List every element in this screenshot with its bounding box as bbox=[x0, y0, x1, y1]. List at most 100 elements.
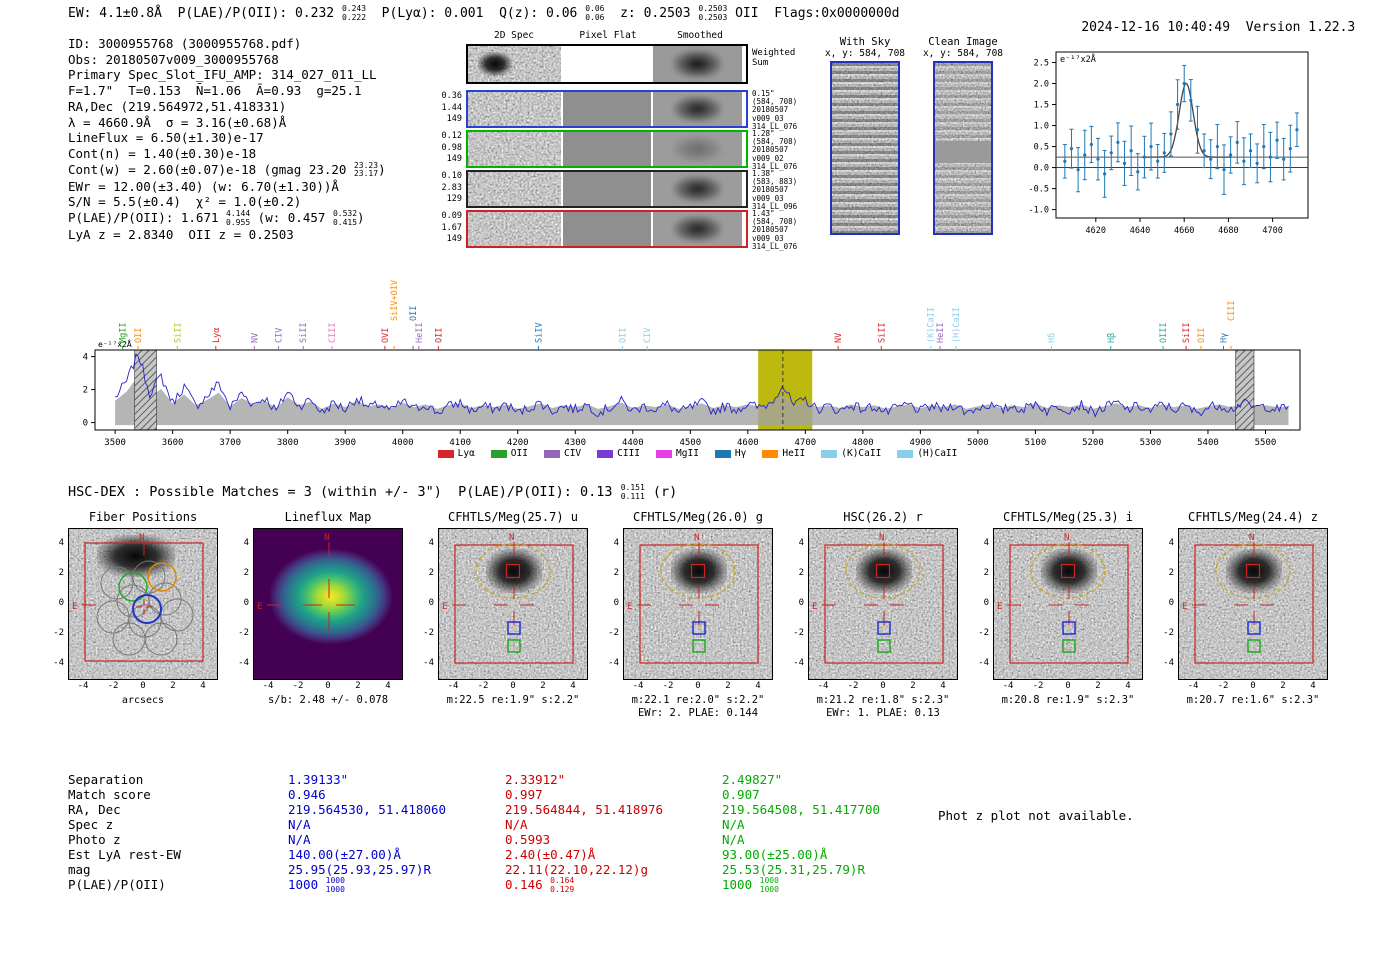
y-tick-label: 0 bbox=[983, 598, 989, 608]
svg-text:1.0: 1.0 bbox=[1034, 122, 1049, 132]
svg-text:4: 4 bbox=[83, 353, 88, 363]
svg-text:SiIV+OIV: SiIV+OIV bbox=[390, 280, 400, 321]
x-tick-label: 0 bbox=[140, 681, 146, 691]
cutout-caption: s/b: 2.48 +/- 0.078 bbox=[267, 694, 389, 706]
svg-text:E: E bbox=[442, 602, 447, 612]
svg-text:NV: NV bbox=[250, 333, 260, 343]
noise-image bbox=[468, 212, 561, 246]
info-line: P(LAE)/P(OII): 1.671 4.144 0.955 (w: 0.45… bbox=[68, 209, 365, 227]
svg-text:Hβ: Hβ bbox=[1107, 333, 1117, 343]
svg-text:N: N bbox=[509, 533, 514, 543]
legend-item: (H)CaII bbox=[897, 448, 957, 459]
svg-text:E: E bbox=[997, 602, 1002, 612]
twod-row-left-values: 0.09 1.67 149 bbox=[441, 211, 462, 244]
svg-text:E: E bbox=[1182, 602, 1187, 612]
legend-label: Lyα bbox=[457, 448, 475, 459]
legend-label: MgII bbox=[676, 448, 699, 459]
svg-text:E: E bbox=[257, 602, 262, 612]
svg-text:3700: 3700 bbox=[219, 438, 241, 448]
clean-image bbox=[933, 61, 993, 235]
legend-swatch bbox=[762, 449, 779, 458]
pixel-flat-cell bbox=[563, 132, 651, 166]
match-cell: 25.95(25.93,25.97)R bbox=[288, 862, 431, 877]
match-cell: 219.564508, 51.417700 bbox=[722, 802, 881, 817]
x-tick-label: -2 bbox=[662, 681, 674, 691]
smoothed-cell bbox=[653, 212, 742, 246]
match-row-label: Spec z bbox=[68, 817, 114, 832]
y-tick-label: 4 bbox=[243, 538, 249, 548]
x-tick-label: -4 bbox=[262, 681, 274, 691]
y-tick-label: 4 bbox=[428, 538, 434, 548]
x-tick-label: 2 bbox=[910, 681, 916, 691]
match-cell: 25.53(25.31,25.79)R bbox=[722, 862, 865, 877]
cutout-marks: NE bbox=[72, 533, 204, 662]
info-line: Cont(w) = 2.60(±0.07)e-18 (gmag 23.20 23… bbox=[68, 160, 386, 179]
match-cell: 0.997 bbox=[505, 787, 543, 802]
photz-note: Phot z plot not available. bbox=[938, 808, 1134, 823]
match-cell: 2.49827" bbox=[722, 772, 783, 787]
twod-row bbox=[466, 170, 748, 208]
svg-text:4200: 4200 bbox=[507, 438, 529, 448]
y-tick-label: -2 bbox=[423, 628, 434, 638]
legend-swatch bbox=[543, 449, 560, 458]
lineflux-gradient bbox=[254, 529, 402, 679]
emission-line-fit-plot: -1.0 -0.5 0.0 0.5 1.0 1.5 2.0 2.5 4620 4640 4660 46… bbox=[1029, 51, 1309, 236]
svg-text:MgII: MgII bbox=[119, 323, 129, 343]
x-tick-label: 4 bbox=[385, 681, 391, 691]
match-cell: 219.564530, 51.418060 bbox=[288, 802, 447, 817]
svg-text:4500: 4500 bbox=[679, 438, 701, 448]
svg-text:4700: 4700 bbox=[1262, 226, 1282, 236]
pixel-flat-cell bbox=[563, 92, 651, 126]
x-tick-label: -4 bbox=[447, 681, 459, 691]
svg-text:4100: 4100 bbox=[449, 438, 471, 448]
svg-text:E: E bbox=[812, 602, 817, 612]
info-line: S/N = 5.5(±0.4) χ² = 1.0(±0.2) bbox=[68, 194, 302, 210]
match-row-label: P(LAE)/P(OII) bbox=[68, 877, 166, 892]
x-tick-label: 2 bbox=[540, 681, 546, 691]
svg-text:3900: 3900 bbox=[334, 438, 356, 448]
cutout-marks: NE bbox=[627, 533, 759, 664]
report-version: Version 1.22.3 bbox=[1245, 20, 1356, 35]
x-tick-label: 0 bbox=[510, 681, 516, 691]
svg-text:OII: OII bbox=[409, 306, 419, 321]
col-header-smoothed: Smoothed bbox=[677, 30, 723, 41]
y-tick-label: 4 bbox=[613, 538, 619, 548]
svg-text:3500: 3500 bbox=[104, 438, 126, 448]
twod-spec-cell bbox=[468, 172, 561, 206]
svg-text:-0.5: -0.5 bbox=[1029, 185, 1049, 195]
y-tick-label: 4 bbox=[983, 538, 989, 548]
with-sky-title: With Sky bbox=[839, 36, 891, 48]
match-table-labels: Separation Match score RA, Dec Spec z Photo … bbox=[68, 772, 181, 892]
svg-text:N: N bbox=[139, 533, 144, 543]
legend-label: HeII bbox=[782, 448, 806, 459]
match-cell: 1000 1000 1000 bbox=[288, 876, 345, 894]
twod-spec-cell bbox=[468, 92, 561, 126]
legend-label: (H)CaII bbox=[917, 448, 958, 459]
legend-label: (K)CaII bbox=[841, 448, 882, 459]
match-column-3: 2.49827" 0.907 219.564508, 51.417700 N/A N/A… bbox=[722, 772, 880, 894]
svg-text:4300: 4300 bbox=[564, 438, 586, 448]
svg-text:Hδ: Hδ bbox=[1048, 333, 1058, 343]
cutout-title: CFHTLS/Meg(25.3) i bbox=[1002, 510, 1134, 524]
svg-text:(K)CaII: (K)CaII bbox=[927, 307, 937, 343]
svg-text:OII: OII bbox=[618, 328, 628, 343]
match-row-label: Est LyA rest-EW bbox=[68, 847, 181, 862]
cutout-caption: m:22.1 re:2.0" s:2.2" bbox=[631, 694, 765, 706]
axis-label: arcsecs bbox=[121, 695, 165, 706]
svg-text:-1.0: -1.0 bbox=[1029, 206, 1049, 216]
svg-text:N: N bbox=[1249, 533, 1254, 543]
svg-text:5000: 5000 bbox=[967, 438, 989, 448]
match-cell: 2.33912" bbox=[505, 772, 566, 787]
cutout-caption: m:22.5 re:1.9" s:2.2" bbox=[446, 694, 580, 706]
x-tick-label: 0 bbox=[695, 681, 701, 691]
match-row-label: Separation bbox=[68, 772, 144, 787]
y-tick-label: 0 bbox=[798, 598, 804, 608]
report-datetime: 2024-12-16 10:40:49 bbox=[1081, 20, 1231, 35]
legend-label: CIII bbox=[617, 448, 641, 459]
svg-text:0.5: 0.5 bbox=[1034, 143, 1049, 153]
y-tick-label: 2 bbox=[428, 568, 434, 578]
signal-smudge bbox=[478, 52, 512, 76]
y-tick-label: -4 bbox=[238, 658, 249, 668]
